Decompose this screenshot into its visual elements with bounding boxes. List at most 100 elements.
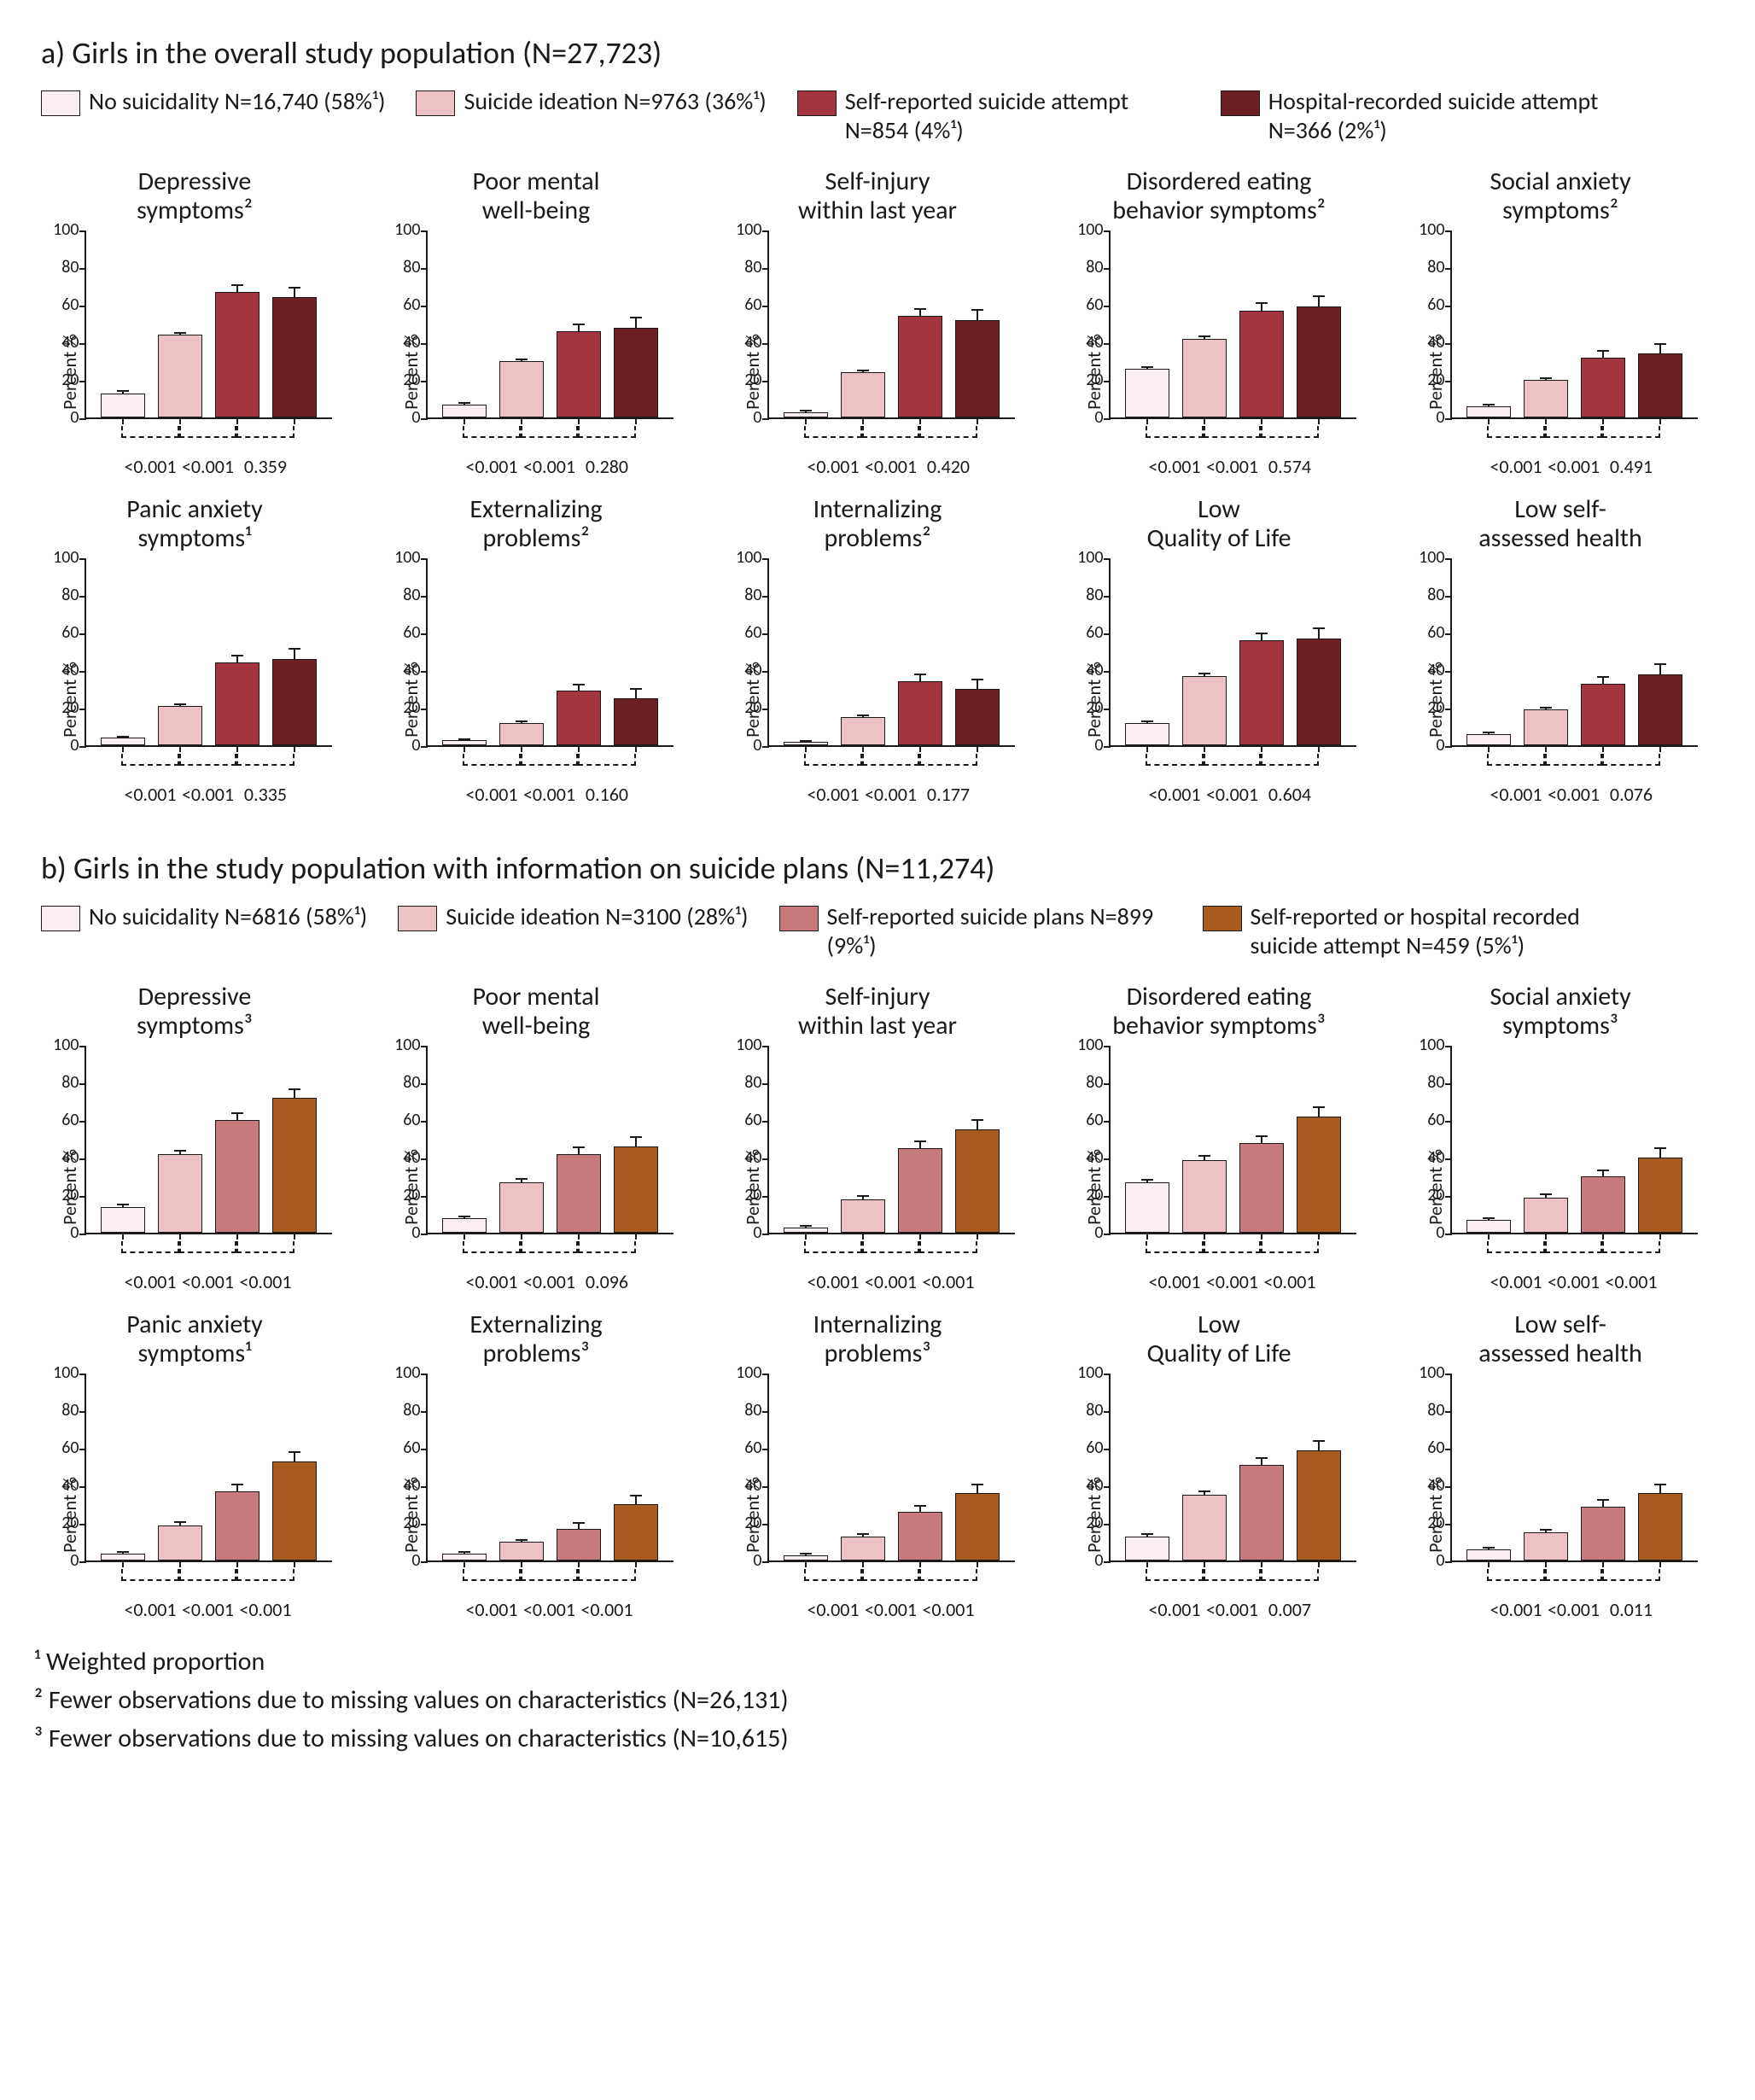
bar-slot (209, 231, 266, 417)
x-tick-mark (862, 1560, 864, 1567)
x-tick-mark (521, 1233, 522, 1240)
p-value: <0.001 (1548, 1598, 1600, 1621)
comparison-bracket (1487, 754, 1545, 766)
bar (1297, 1450, 1341, 1561)
y-tick-label: 60 (403, 295, 427, 315)
x-tick-mark (294, 1233, 295, 1240)
bar-slot (778, 231, 835, 417)
y-tick-label: 40 (744, 1147, 768, 1168)
panel-title: Internalizing problems² (813, 493, 942, 556)
bars-container (428, 1047, 673, 1233)
plot-area: 020406080100 (1450, 231, 1698, 419)
y-tick-label: 60 (403, 1438, 427, 1458)
plot-area: 020406080100 (767, 559, 1015, 747)
chart: 020406080100<0.001<0.001<0.001 (1450, 1047, 1698, 1292)
bar (955, 1493, 1000, 1560)
bar (614, 1146, 658, 1233)
y-tick-label: 40 (1427, 1475, 1451, 1496)
comparison-bracket (463, 754, 521, 766)
y-axis-label: Percent % (1424, 627, 1447, 738)
bar (841, 717, 885, 745)
chart-panel: Depressive symptoms³Percent %02040608010… (34, 980, 355, 1292)
y-axis-label: Percent % (399, 1115, 423, 1225)
x-tick-mark (578, 745, 580, 752)
error-cap (857, 370, 869, 371)
bar-slot (152, 1047, 209, 1233)
panel-title: Self-injury within last year (798, 980, 957, 1043)
error-cap (289, 1451, 300, 1453)
y-tick-label: 40 (61, 660, 85, 680)
y-tick-label: 100 (394, 219, 427, 240)
y-tick-label: 80 (61, 257, 85, 277)
bar-slot (436, 231, 493, 417)
comparison-bracket (521, 1241, 579, 1253)
y-tick-label: 40 (1086, 332, 1110, 353)
bar-slot (1575, 1374, 1632, 1560)
pvalues-row: <0.001<0.001<0.001 (1109, 1270, 1356, 1292)
bar-slot (152, 1374, 209, 1560)
comparison-bracket (1602, 1241, 1660, 1253)
p-value: <0.001 (1206, 783, 1258, 806)
bar-slot (1632, 1047, 1689, 1233)
figure-page: a) Girls in the overall study population… (0, 0, 1755, 1792)
legend-label: No suicidality N=16,740 (58%¹) (89, 87, 385, 116)
bar-slot (95, 1047, 152, 1233)
legend-swatch (779, 906, 819, 931)
section-b: b) Girls in the study population with in… (34, 849, 1721, 1620)
panel-title: Depressive symptoms² (137, 165, 253, 228)
y-tick-label: 40 (403, 1475, 427, 1496)
plot-area: 020406080100 (1109, 231, 1356, 419)
y-tick-label: 100 (53, 1362, 85, 1383)
error-cap (1141, 366, 1153, 368)
p-value: <0.001 (182, 1598, 234, 1621)
y-tick-label: 0 (411, 1550, 427, 1571)
bar-slot (551, 559, 608, 745)
chart-panel: Internalizing problems³Percent %02040608… (717, 1308, 1038, 1620)
error-cap (289, 648, 300, 650)
chart: 020406080100<0.001<0.001<0.001 (767, 1374, 1015, 1620)
x-tick-mark (977, 1233, 978, 1240)
p-value: <0.001 (523, 455, 575, 478)
comparison-bracket (1204, 1241, 1262, 1253)
x-tick-mark (464, 745, 465, 752)
panel-title: Low self- assessed health (1478, 493, 1641, 556)
brackets-row (426, 1241, 673, 1255)
bar (841, 1537, 885, 1561)
chart-wrap: Percent %020406080100<0.001<0.001<0.001 (58, 1047, 332, 1292)
bar-slot (493, 559, 551, 745)
bars-container (769, 231, 1015, 417)
chart-wrap: Percent %020406080100<0.001<0.001<0.001 (1082, 1047, 1356, 1292)
x-tick-mark (521, 1560, 522, 1567)
y-tick-label: 20 (61, 1513, 85, 1533)
panel-title: Low Quality of Life (1146, 1308, 1291, 1371)
bar-slot (778, 1374, 835, 1560)
comparison-bracket (179, 426, 237, 438)
plot-area: 020406080100 (1450, 559, 1698, 747)
bar (1466, 734, 1511, 745)
bar (1125, 369, 1169, 417)
chart-panel: Low self- assessed health Percent %020406… (1400, 493, 1721, 805)
legend-item: Hospital-recorded suicide attempt N=366 … (1221, 87, 1613, 144)
error-cap (1198, 335, 1210, 337)
error-cap (1256, 1457, 1268, 1459)
y-tick-label: 100 (1419, 1035, 1451, 1055)
x-tick-mark (1261, 417, 1262, 424)
x-tick-mark (805, 1560, 807, 1567)
comparison-bracket (1487, 1569, 1545, 1581)
p-value: <0.001 (807, 455, 859, 478)
p-value: 0.359 (244, 455, 287, 478)
p-value: <0.001 (865, 1270, 917, 1293)
comparison-bracket (1602, 754, 1660, 766)
error-cap (231, 1112, 243, 1114)
chart-wrap: Percent %020406080100<0.001<0.0010.359 (58, 231, 332, 477)
chart: 020406080100<0.001<0.0010.574 (1109, 231, 1356, 477)
y-tick-label: 80 (1086, 585, 1110, 605)
p-value: <0.001 (1148, 455, 1200, 478)
error-cap (1597, 676, 1609, 678)
chart: 020406080100<0.001<0.001<0.001 (85, 1047, 332, 1292)
comparison-bracket (804, 1241, 862, 1253)
y-tick-label: 40 (403, 1147, 427, 1168)
panel-title: Externalizing problems² (469, 493, 602, 556)
bar (1297, 639, 1341, 745)
bar-slot (1233, 231, 1291, 417)
